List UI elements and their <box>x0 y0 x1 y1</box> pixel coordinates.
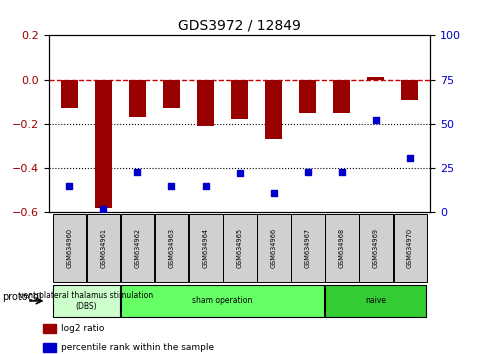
Point <box>201 183 209 189</box>
FancyBboxPatch shape <box>291 214 324 282</box>
FancyBboxPatch shape <box>223 214 256 282</box>
Point <box>303 169 311 175</box>
Text: GSM634960: GSM634960 <box>66 228 72 268</box>
Point <box>269 190 277 196</box>
Bar <box>401 80 418 99</box>
FancyBboxPatch shape <box>87 214 120 282</box>
Point <box>337 169 345 175</box>
Text: GSM634966: GSM634966 <box>270 228 276 268</box>
Point <box>405 155 413 160</box>
FancyBboxPatch shape <box>393 214 426 282</box>
Text: log2 ratio: log2 ratio <box>61 324 104 333</box>
Text: percentile rank within the sample: percentile rank within the sample <box>61 343 214 352</box>
Bar <box>231 80 247 119</box>
Text: GSM634968: GSM634968 <box>338 228 344 268</box>
Bar <box>129 80 145 117</box>
FancyBboxPatch shape <box>53 214 86 282</box>
Bar <box>264 80 282 139</box>
Bar <box>197 80 214 126</box>
Text: GSM634964: GSM634964 <box>202 228 208 268</box>
Bar <box>333 80 349 113</box>
Text: GSM634961: GSM634961 <box>100 228 106 268</box>
Text: GSM634965: GSM634965 <box>236 228 242 268</box>
Text: GSM634963: GSM634963 <box>168 228 174 268</box>
Text: sham operation: sham operation <box>192 296 252 306</box>
Bar <box>61 80 78 108</box>
Bar <box>95 80 112 208</box>
Bar <box>366 78 384 80</box>
Bar <box>43 343 56 352</box>
Text: GSM634962: GSM634962 <box>134 228 140 268</box>
Text: ventrolateral thalamus stimulation
(DBS): ventrolateral thalamus stimulation (DBS) <box>19 291 153 310</box>
Point <box>371 118 379 123</box>
Point <box>65 183 73 189</box>
FancyBboxPatch shape <box>359 214 392 282</box>
Text: GSM634970: GSM634970 <box>406 228 412 268</box>
Text: protocol: protocol <box>2 292 42 302</box>
FancyBboxPatch shape <box>325 285 426 317</box>
FancyBboxPatch shape <box>53 285 120 317</box>
FancyBboxPatch shape <box>325 214 358 282</box>
FancyBboxPatch shape <box>189 214 222 282</box>
FancyBboxPatch shape <box>121 214 154 282</box>
Point <box>99 206 107 212</box>
FancyBboxPatch shape <box>155 214 188 282</box>
FancyBboxPatch shape <box>257 214 290 282</box>
FancyBboxPatch shape <box>121 285 324 317</box>
Point <box>167 183 175 189</box>
Point <box>235 171 243 176</box>
Text: GSM634967: GSM634967 <box>304 228 310 268</box>
Text: GSM634969: GSM634969 <box>372 228 378 268</box>
Point <box>133 169 141 175</box>
Bar <box>43 324 56 333</box>
Bar <box>163 80 180 108</box>
Title: GDS3972 / 12849: GDS3972 / 12849 <box>178 19 301 33</box>
Bar <box>299 80 316 113</box>
Text: naive: naive <box>365 296 386 306</box>
